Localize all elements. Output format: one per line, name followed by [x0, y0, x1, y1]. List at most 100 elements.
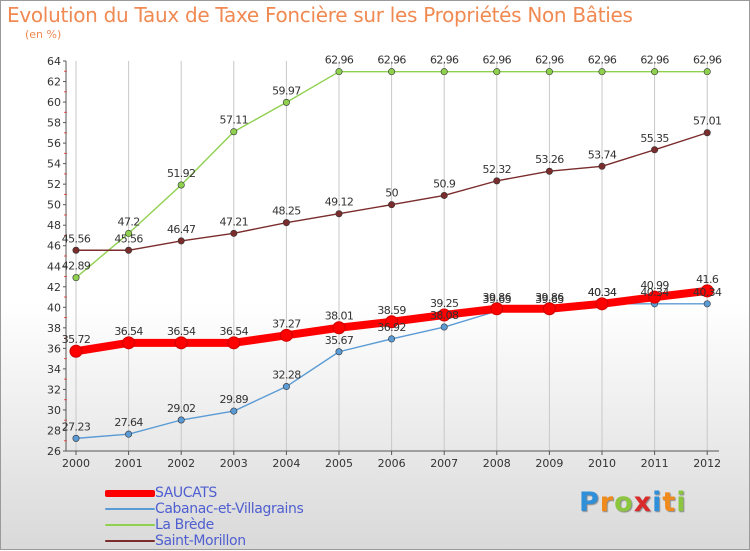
y-tick-label: 40 [47, 301, 61, 314]
data-label: 62.96 [588, 54, 617, 67]
logo-letter: r [599, 487, 615, 518]
data-label: 35.67 [325, 334, 354, 347]
logo-letter: o [614, 487, 634, 518]
x-tick-label: 2012 [693, 457, 721, 470]
data-point [125, 430, 133, 438]
data-label: 40.34 [588, 286, 617, 299]
data-label: 57.01 [693, 115, 722, 128]
data-point [388, 335, 396, 343]
data-label: 57.11 [220, 114, 249, 127]
logo-letter: x [633, 487, 653, 518]
data-label: 62.96 [693, 54, 722, 67]
data-point [703, 300, 711, 308]
data-point [125, 246, 133, 254]
data-point [595, 297, 609, 311]
legend-swatch-la-brede [105, 524, 155, 526]
data-label: 47.2 [118, 215, 140, 228]
y-tick-label: 36 [47, 342, 61, 355]
data-point [335, 348, 343, 356]
x-tick-label: 2003 [220, 457, 248, 470]
data-label: 59.97 [272, 84, 301, 97]
x-tick-label: 2008 [483, 457, 511, 470]
y-tick-label: 56 [47, 137, 61, 150]
data-label: 53.26 [535, 153, 564, 166]
data-point [174, 336, 188, 350]
data-label: 62.96 [430, 54, 459, 67]
y-tick-label: 64 [47, 55, 61, 68]
y-tick-label: 46 [47, 240, 61, 253]
y-tick-label: 34 [47, 363, 61, 376]
data-point [122, 336, 136, 350]
data-point [72, 434, 80, 442]
data-point [385, 315, 399, 329]
data-label: 36.54 [114, 325, 143, 338]
data-label: 39.63 [535, 293, 564, 306]
x-tick-label: 2010 [588, 457, 616, 470]
data-point [388, 201, 396, 209]
legend-swatch-cabanac [105, 508, 155, 510]
data-label: 50.9 [433, 177, 456, 190]
data-label: 40.99 [640, 279, 669, 292]
y-tick-label: 42 [47, 281, 61, 294]
data-label: 50 [385, 187, 398, 200]
data-label: 36.54 [167, 325, 196, 338]
data-label: 45.56 [62, 232, 91, 245]
x-tick-label: 2011 [641, 457, 669, 470]
y-tick-label: 48 [47, 219, 61, 232]
data-point [651, 146, 659, 154]
y-tick-label: 54 [47, 158, 61, 171]
data-label: 32.28 [272, 369, 301, 382]
data-point [230, 407, 238, 415]
data-label: 62.96 [483, 54, 512, 67]
legend-label-la-brede: La Brède [155, 517, 214, 533]
data-point [703, 129, 711, 137]
data-point [703, 68, 711, 76]
data-point [69, 344, 83, 358]
data-point [72, 274, 80, 282]
data-point [177, 237, 185, 245]
data-label: 39.86 [483, 291, 512, 304]
data-label: 36.92 [377, 321, 406, 334]
data-point [598, 68, 606, 76]
data-label: 62.96 [325, 54, 354, 67]
data-label: 51.92 [167, 167, 196, 180]
data-label: 40.34 [640, 286, 669, 299]
data-label: 39.25 [430, 297, 459, 310]
data-point [542, 302, 556, 316]
data-label: 42.89 [62, 260, 91, 273]
y-tick-label: 52 [47, 178, 61, 191]
data-point [545, 167, 553, 175]
data-label: 36.54 [220, 325, 249, 338]
data-label: 29.02 [167, 402, 196, 415]
legend-label-saucats: SAUCATS [155, 485, 217, 501]
data-point [335, 210, 343, 218]
data-point [279, 328, 293, 342]
data-point [490, 302, 504, 316]
x-tick-label: 2009 [535, 457, 563, 470]
logo-letter: i [676, 487, 687, 518]
data-label: 45.56 [114, 232, 143, 245]
y-tick-label: 38 [47, 322, 61, 335]
data-label: 47.21 [220, 215, 249, 228]
logo-letter: i [652, 487, 663, 518]
data-label: 38.01 [325, 310, 354, 323]
data-point [335, 68, 343, 76]
data-point [493, 177, 501, 185]
x-tick-label: 2002 [167, 457, 195, 470]
data-label: 39.63 [483, 293, 512, 306]
data-label: 48.25 [272, 205, 301, 218]
logo-letter: t [662, 487, 677, 518]
data-label: 52.32 [483, 163, 512, 176]
y-tick-label: 28 [47, 424, 61, 437]
data-point [282, 98, 290, 106]
data-label: 46.47 [167, 223, 196, 236]
chart-title: Evolution du Taux de Taxe Foncière sur l… [7, 3, 633, 27]
data-point [72, 246, 80, 254]
data-label: 62.96 [377, 54, 406, 67]
y-tick-label: 44 [47, 260, 61, 273]
data-point [440, 68, 448, 76]
data-point [700, 284, 714, 298]
y-tick-label: 50 [47, 199, 61, 212]
data-point [230, 128, 238, 136]
